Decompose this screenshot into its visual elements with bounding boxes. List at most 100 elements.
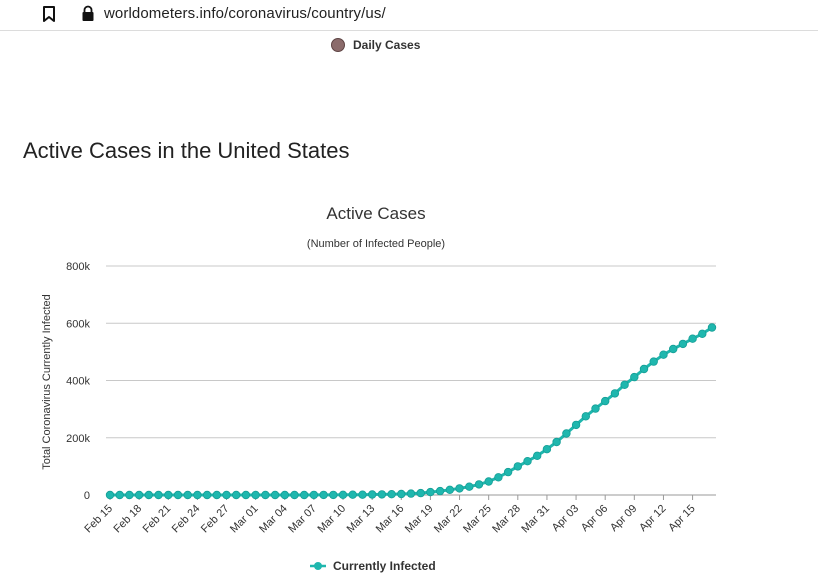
data-point — [319, 490, 328, 500]
y-axis-title: Total Coronavirus Currently Infected — [41, 294, 53, 469]
data-point — [212, 490, 221, 500]
data-point — [154, 490, 163, 500]
browser-address-bar[interactable]: worldometers.info/coronavirus/country/us… — [0, 0, 818, 31]
data-point — [601, 396, 610, 406]
x-tick-label: Feb 21 — [141, 503, 174, 536]
x-tick-label: Mar 07 — [286, 503, 319, 536]
data-point — [639, 364, 649, 374]
x-tick-label: Mar 13 — [345, 503, 378, 536]
section-heading: Active Cases in the United States — [23, 138, 350, 163]
data-point — [542, 445, 552, 454]
bookmark-icon[interactable] — [42, 6, 56, 22]
data-point — [261, 490, 270, 500]
data-point — [377, 490, 387, 499]
data-point — [406, 489, 416, 498]
x-tick-label: Apr 09 — [608, 503, 639, 534]
x-tick-label: Feb 24 — [170, 503, 203, 536]
x-tick-label: Mar 04 — [257, 503, 290, 536]
x-tick-label: Apr 06 — [579, 503, 610, 534]
data-point — [144, 490, 153, 500]
data-point — [125, 490, 134, 500]
data-point — [571, 420, 581, 430]
data-point — [513, 462, 522, 471]
data-point — [698, 329, 707, 338]
url-text[interactable]: worldometers.info/coronavirus/country/us… — [104, 5, 386, 22]
data-point — [241, 490, 251, 500]
x-tick-label: Mar 22 — [432, 503, 465, 536]
data-point — [659, 350, 668, 359]
data-point — [465, 482, 474, 491]
data-point — [620, 380, 629, 389]
x-tick-label: Apr 12 — [637, 503, 668, 534]
data-point — [552, 437, 561, 447]
daily-cases-legend-label: Daily Cases — [353, 38, 421, 52]
data-point — [591, 404, 600, 413]
legend-label: Currently Infected — [333, 559, 436, 573]
data-point — [202, 490, 212, 500]
data-point — [610, 389, 620, 398]
data-point — [251, 490, 260, 500]
data-point — [231, 490, 241, 500]
daily-cases-legend-marker — [331, 38, 345, 52]
x-tick-label: Mar 01 — [228, 503, 261, 536]
y-tick-label: 800k — [66, 261, 90, 273]
data-point — [222, 490, 231, 500]
x-tick-label: Mar 10 — [315, 503, 348, 536]
data-point — [270, 490, 280, 500]
data-point — [300, 490, 309, 500]
data-point — [445, 485, 454, 494]
data-point — [630, 372, 639, 382]
data-point — [435, 486, 445, 496]
data-point — [523, 457, 532, 466]
data-point — [426, 487, 435, 497]
data-point — [280, 490, 289, 500]
data-point — [290, 490, 299, 500]
data-point — [387, 490, 396, 499]
daily-cases-legend[interactable]: Daily Cases — [331, 36, 420, 54]
data-point — [455, 484, 464, 493]
data-point — [164, 490, 173, 500]
data-point — [494, 473, 503, 482]
x-tick-label: Feb 27 — [199, 503, 232, 536]
x-tick-label: Mar 16 — [374, 503, 407, 536]
data-point — [309, 490, 319, 500]
y-tick-label: 400k — [66, 376, 90, 388]
legend-dot-marker — [314, 562, 322, 570]
x-tick-label: Apr 15 — [666, 503, 697, 534]
data-point — [134, 490, 144, 500]
data-point — [173, 490, 183, 500]
x-tick-label: Mar 19 — [403, 503, 436, 536]
currently-infected-legend[interactable]: Currently Infected — [310, 559, 436, 573]
data-point — [669, 344, 678, 354]
data-point — [533, 451, 542, 460]
x-tick-label: Mar 25 — [461, 503, 494, 536]
x-tick-label: Feb 18 — [112, 503, 145, 536]
data-point — [193, 490, 202, 500]
active-cases-chart: Active Cases (Number of Infected People)… — [41, 204, 717, 573]
y-tick-label: 200k — [66, 433, 90, 445]
x-tick-label: Feb 15 — [82, 503, 115, 536]
data-point — [358, 490, 367, 499]
series-line-currently-infected — [108, 326, 714, 497]
chart-subtitle: (Number of Infected People) — [307, 238, 445, 250]
y-tick-label: 0 — [84, 490, 90, 502]
lock-icon[interactable] — [81, 5, 95, 22]
data-point — [503, 467, 513, 477]
x-tick-label: Mar 31 — [519, 503, 552, 536]
data-point — [484, 477, 493, 486]
data-point — [688, 334, 697, 343]
chart-title: Active Cases — [326, 204, 425, 223]
data-point — [707, 323, 717, 332]
data-point — [581, 412, 590, 421]
data-point — [397, 489, 406, 499]
x-tick-label: Mar 28 — [490, 503, 523, 536]
data-point — [678, 339, 688, 349]
data-point — [338, 490, 348, 499]
data-point — [368, 490, 377, 499]
data-point — [416, 488, 425, 498]
x-tick-label: Apr 03 — [550, 503, 581, 534]
data-point — [649, 357, 658, 366]
y-tick-labels: 0 200k 400k 600k 800k — [66, 261, 90, 502]
data-point — [115, 490, 124, 500]
